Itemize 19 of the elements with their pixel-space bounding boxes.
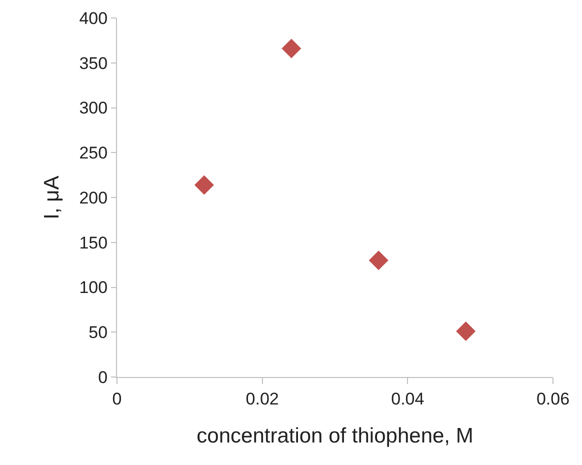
point — [368, 250, 388, 270]
y-tick-label: 300 — [79, 98, 108, 118]
y-tick-label: 350 — [79, 54, 108, 73]
x-tick-label: 0.06 — [536, 389, 570, 408]
y-axis-title: I, μA — [40, 176, 64, 220]
y-tick-label: 150 — [79, 233, 108, 252]
y-tick-label: 200 — [79, 188, 108, 208]
point — [194, 175, 214, 195]
x-tick-label: 0 — [112, 389, 122, 408]
x-tick-label: 0.02 — [246, 389, 279, 408]
point — [456, 321, 476, 341]
y-tick-label: 50 — [88, 323, 108, 342]
x-axis-title: concentration of thiophene, M — [196, 424, 474, 448]
point — [282, 38, 302, 58]
x-tick-label: 0.04 — [391, 389, 424, 408]
y-tick-label: 400 — [79, 8, 108, 28]
y-tick-label: 250 — [79, 144, 108, 163]
y-tick-label: 100 — [79, 278, 108, 298]
y-tick-label: 0 — [98, 368, 108, 387]
